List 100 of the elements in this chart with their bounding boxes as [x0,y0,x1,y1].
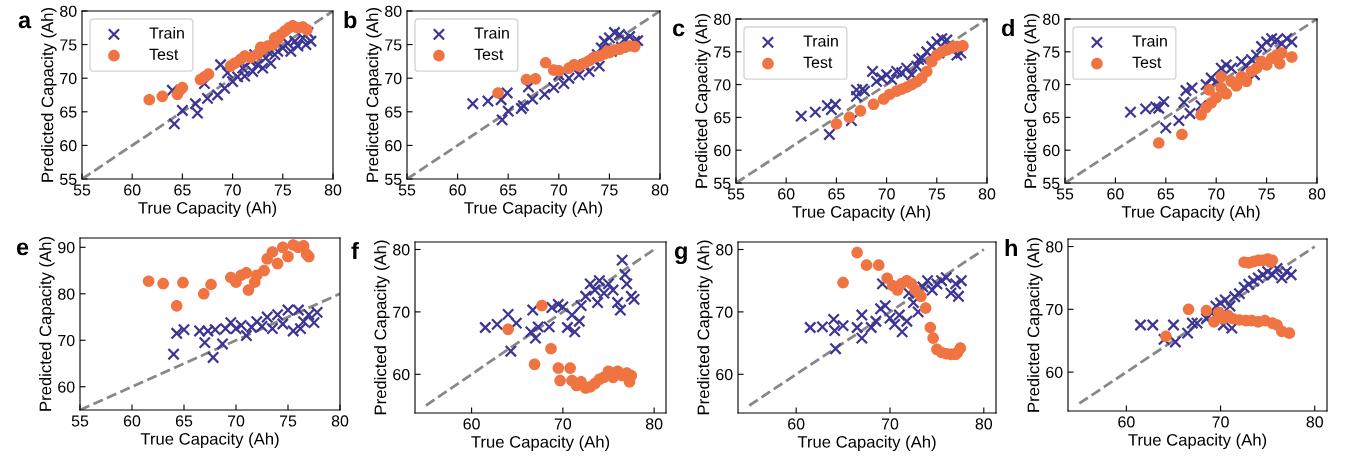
legend-label: Test [149,48,179,60]
x-tick-label: 80 [1308,188,1326,200]
x-tick-label: 55 [73,184,91,196]
y-tick-label: 65 [1043,112,1060,124]
x-axis-title: True Capacity (Ah) [797,435,936,452]
y-axis-title: Predicted Capacity (Ah) [41,8,57,182]
y-axis-title: Predicted Capacity (Ah) [695,14,711,188]
y-tick-label: 60 [716,368,733,381]
x-tick-label: 70 [881,418,899,430]
x-axis-title: True Capacity (Ah) [138,201,277,218]
chart-title: b [344,11,357,29]
x-axis-title: True Capacity (Ah) [464,201,603,218]
x-tick-label: 60 [1107,188,1124,200]
y-tick-label: 80 [60,5,77,17]
chart-title: a [18,15,32,29]
x-tick-label: 60 [124,184,141,196]
y-tick-label: 70 [714,79,731,91]
y-tick-label: 80 [714,13,731,25]
x-axis-title: True Capacity (Ah) [471,435,610,452]
x-tick-label: 80 [1306,416,1324,428]
x-tick-label: 80 [324,184,342,196]
y-tick-label: 65 [714,112,731,124]
chart-title: d [1001,19,1014,37]
y-tick-label: 75 [1043,46,1060,58]
legend-label: Test [474,48,504,60]
x-axis-title: True Capacity (Ah) [1121,205,1260,222]
chart-title: c [672,23,685,37]
x-tick-label: 65 [174,184,191,196]
y-tick-label: 65 [385,106,402,118]
x-tick-label: 65 [828,188,845,200]
chart-title: f [351,242,359,260]
x-tick-label: 55 [1056,188,1074,200]
x-tick-label: 60 [1118,416,1135,428]
y-axis-title: Predicted Capacity (Ah) [1024,14,1040,188]
x-tick-label: 80 [331,415,349,427]
y-tick-label: 80 [1043,13,1060,25]
x-tick-label: 55 [727,188,745,200]
legend-label: Test [1132,56,1162,68]
y-tick-label: 70 [60,72,77,85]
y-tick-label: 55 [385,173,402,185]
x-tick-label: 70 [550,184,568,196]
y-tick-label: 75 [385,39,402,51]
y-tick-label: 60 [385,140,402,152]
y-tick-label: 70 [385,72,402,85]
legend-label: Train [149,26,184,39]
x-tick-label: 60 [123,415,141,427]
legend-label: Test [803,56,833,68]
y-tick-label: 55 [60,173,77,185]
y-tick-label: 75 [714,46,731,58]
y-tick-label: 60 [1043,144,1060,157]
x-tick-label: 70 [1208,188,1225,200]
x-tick-label: 75 [274,184,292,196]
legend-label: Train [803,34,838,47]
y-tick-label: 60 [58,381,75,393]
y-tick-label: 70 [1043,79,1060,91]
x-tick-label: 75 [1258,188,1275,200]
x-tick-label: 70 [224,184,241,196]
y-tick-label: 70 [58,334,75,347]
y-tick-label: 70 [716,306,733,318]
chart-title: e [16,242,29,256]
y-axis-title: Predicted Capacity (Ah) [374,240,390,415]
y-tick-label: 60 [1046,366,1063,379]
y-tick-label: 90 [58,241,75,254]
y-tick-label: 65 [60,106,77,118]
x-axis-title: True Capacity (Ah) [1128,433,1267,450]
y-axis-title: Predicted Capacity (Ah) [39,237,55,411]
legend-label: Train [1132,34,1167,47]
y-axis-title: Predicted Capacity (Ah) [697,240,713,415]
x-tick-label: 60 [778,188,795,200]
x-tick-label: 70 [878,188,895,200]
x-tick-label: 55 [71,415,89,427]
x-tick-label: 65 [1157,188,1175,200]
x-tick-label: 80 [651,184,669,196]
chart-title: g [674,246,687,265]
x-tick-label: 75 [279,415,297,427]
x-tick-label: 70 [227,415,245,427]
y-tick-label: 60 [393,368,410,381]
x-tick-label: 60 [788,418,805,430]
y-tick-label: 80 [1046,241,1063,253]
x-axis-title: True Capacity (Ah) [792,205,931,222]
y-axis-title: Predicted Capacity (Ah) [1027,238,1043,412]
y-axis-title: Predicted Capacity (Ah) [366,8,382,182]
legend-label: Train [474,26,509,39]
y-tick-label: 80 [385,5,402,17]
x-tick-label: 75 [601,184,618,196]
y-tick-label: 70 [1046,303,1063,316]
x-tick-label: 65 [175,415,193,427]
y-tick-label: 80 [58,288,75,300]
x-tick-label: 70 [1212,416,1229,428]
x-axis-title: True Capacity (Ah) [140,432,279,449]
y-tick-label: 60 [714,144,731,157]
x-tick-label: 80 [975,418,993,430]
x-tick-label: 80 [645,418,663,430]
y-tick-label: 80 [393,244,410,256]
y-tick-label: 70 [393,306,410,318]
y-tick-label: 75 [60,39,77,51]
y-tick-label: 80 [716,244,733,256]
y-tick-label: 60 [60,140,77,152]
x-tick-label: 60 [449,184,466,196]
x-tick-label: 80 [978,188,996,200]
